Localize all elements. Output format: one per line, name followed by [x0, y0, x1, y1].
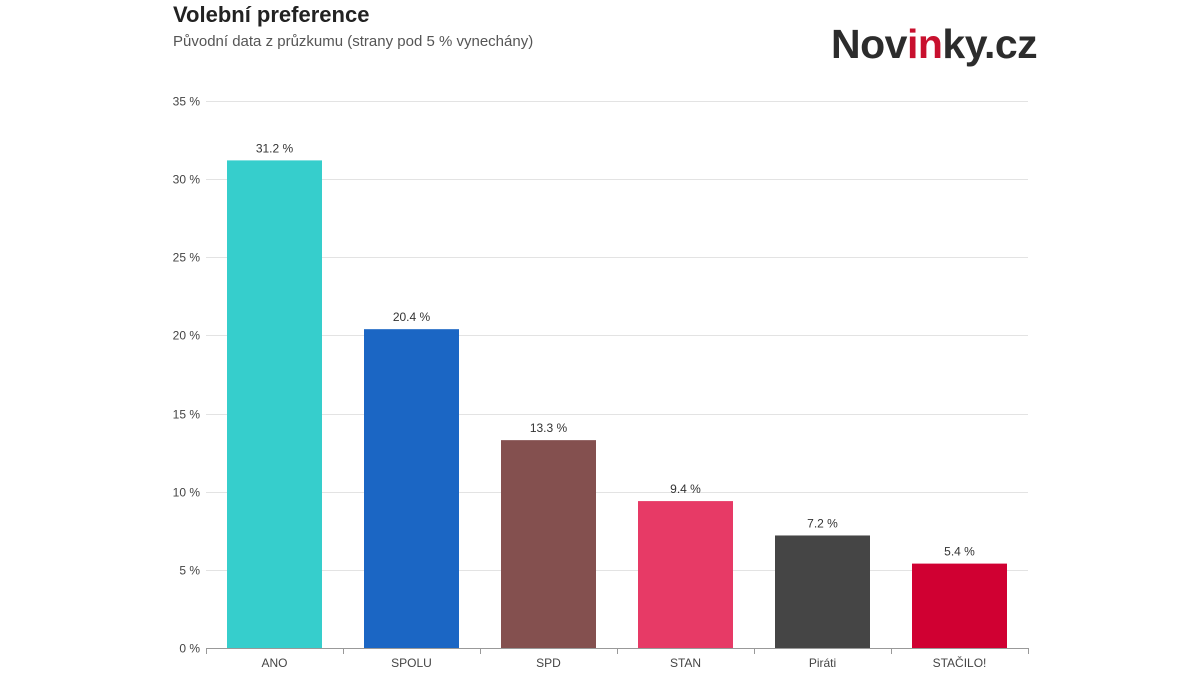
x-axis: ANO SPOLU SPD STAN Piráti STAČILO!	[206, 648, 1029, 670]
y-tick-label: 0 %	[179, 642, 200, 656]
chart-subtitle: Původní data z průzkumu (strany pod 5 % …	[173, 33, 534, 50]
data-label: 7.2 %	[807, 516, 838, 530]
y-tick-label: 10 %	[173, 486, 201, 500]
y-tick-label: 15 %	[173, 408, 201, 422]
chart-title: Volební preference	[173, 2, 370, 27]
y-tick-label: 20 %	[173, 329, 201, 343]
data-label: 9.4 %	[670, 482, 701, 496]
bar-pirti	[775, 535, 870, 648]
x-tick-label: ANO	[261, 656, 287, 670]
bar-ano	[227, 160, 322, 649]
logo-text-accent: in	[906, 21, 943, 67]
data-label: 20.4 %	[393, 310, 431, 324]
bar-stan	[638, 501, 733, 648]
x-tick-label: STAN	[670, 656, 701, 670]
y-tick-label: 30 %	[173, 173, 201, 187]
logo-text-end: ky.cz	[942, 21, 1038, 67]
bar-stailo	[912, 563, 1007, 648]
bar-spolu	[364, 329, 459, 648]
x-tick-label: SPOLU	[391, 656, 432, 670]
grid-lines	[206, 101, 1028, 571]
bar-spd	[501, 440, 596, 648]
x-tick-label: STAČILO!	[933, 655, 987, 670]
y-axis-ticks: 0 % 5 % 10 % 15 % 20 % 25 % 30 % 35 %	[173, 95, 201, 656]
logo-text-start: Nov	[831, 21, 907, 67]
data-label: 13.3 %	[530, 421, 568, 435]
data-labels: 31.2 % 20.4 % 13.3 % 9.4 % 7.2 % 5.4 %	[256, 141, 975, 558]
novinky-logo: Novinky.cz	[831, 21, 1038, 67]
x-tick-label: Piráti	[809, 656, 836, 670]
x-tick-label: SPD	[536, 656, 561, 670]
data-label: 5.4 %	[944, 545, 975, 559]
y-tick-label: 25 %	[173, 251, 201, 265]
data-label: 31.2 %	[256, 141, 294, 155]
y-tick-label: 35 %	[173, 95, 201, 109]
bars	[227, 160, 1007, 649]
y-tick-label: 5 %	[179, 564, 200, 578]
